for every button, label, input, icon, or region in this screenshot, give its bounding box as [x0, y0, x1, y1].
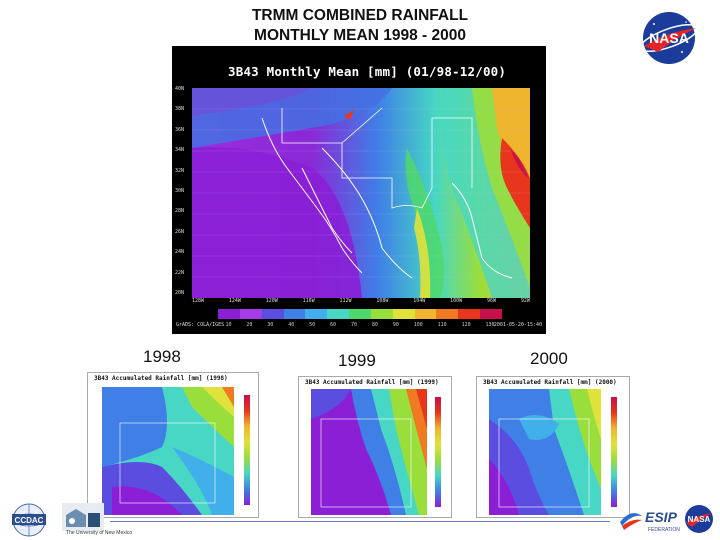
colorbar-tick: 90 [392, 322, 399, 328]
main-map-caption: 3B43 Monthly Mean [mm] (01/98-12/00) [228, 64, 507, 79]
colorbar-tick: 100 [413, 322, 423, 328]
year-label-1999: 1999 [338, 351, 376, 370]
small-colorbar [611, 397, 617, 507]
small-map-caption: 3B43 Accumulated Rainfall [mm] (1999) [305, 379, 439, 386]
lon-labels: 128W 124W 120W 116W 112W 108W 104W 100W … [192, 298, 530, 304]
lon-label: 108W [376, 298, 389, 304]
colorbar-tick: 20 [246, 322, 253, 328]
ccdac-logo: CCDAC [12, 503, 46, 537]
main-map-panel: 3B43 Monthly Mean [mm] (01/98-12/00) [172, 46, 546, 334]
colorbar-tick: 110 [437, 322, 447, 328]
lat-label: 28N [175, 208, 185, 215]
divider-line [110, 521, 610, 522]
lat-label: 30N [175, 187, 185, 194]
nasa-logo-text: NASA [649, 30, 689, 46]
colorbar-tick: 10 [225, 322, 232, 328]
colorbar-tick: 70 [350, 322, 357, 328]
title-line-2: MONTHLY MEAN 1998 - 2000 [254, 27, 466, 44]
lon-label: 116W [302, 298, 315, 304]
small-rainfall-map-1999 [311, 389, 427, 515]
nasa-small-logo-text: NASA [688, 515, 711, 524]
lat-label: 24N [175, 249, 185, 256]
colorbar-tick: 130 [485, 322, 495, 328]
lat-labels: 40N 38N 36N 34N 32N 30N 28N 26N 24N 22N … [175, 86, 184, 296]
lon-label: 104W [413, 298, 426, 304]
university-name: The University of New Mexico [66, 530, 133, 536]
lon-label: 96W [487, 298, 497, 304]
colorbar-tick: 80 [371, 322, 378, 328]
title-line-1: TRMM COMBINED RAINFALL [251, 7, 469, 24]
main-footer-right: 2001-05-20-15:40 [493, 322, 542, 328]
esip-logo-subtext: FEDERATION [648, 527, 680, 533]
small-rainfall-map-1998 [102, 387, 234, 515]
small-colorbar [244, 395, 250, 505]
lat-label: 20N [175, 289, 185, 296]
lon-label: 120W [265, 298, 278, 304]
main-footer-left: GrADS: COLA/IGES [176, 322, 225, 328]
small-map-1998: 3B43 Accumulated Rainfall [mm] (1998) [87, 372, 259, 518]
lat-label: 40N [175, 86, 185, 92]
colorbar-tick: 120 [461, 322, 471, 328]
small-map-caption: 3B43 Accumulated Rainfall [mm] (1998) [94, 375, 228, 382]
year-label-2000: 2000 [530, 349, 568, 368]
nasa-small-logo: NASA [685, 505, 713, 533]
small-map-2000: 3B43 Accumulated Rainfall [mm] (2000) [476, 376, 630, 518]
lat-label: 22N [175, 269, 185, 276]
lon-label: 124W [228, 298, 241, 304]
ccdac-logo-text: CCDAC [15, 516, 44, 525]
page-title: TRMM COMBINED RAINFALL MONTHLY MEAN 1998… [170, 6, 550, 46]
main-rainfall-map [192, 88, 530, 298]
esip-swoosh-icon [620, 513, 642, 530]
lat-label: 26N [175, 228, 185, 235]
colorbar-tick: 40 [288, 322, 295, 328]
lat-label: 38N [175, 106, 185, 113]
lon-label: 92W [520, 298, 530, 304]
university-logo [62, 503, 104, 531]
small-map-caption: 3B43 Accumulated Rainfall [mm] (2000) [483, 379, 617, 386]
small-rainfall-map-2000 [489, 389, 601, 515]
main-colorbar [218, 309, 502, 319]
lat-label: 32N [175, 167, 185, 174]
lat-label: 36N [175, 126, 185, 133]
nasa-logo: NASA [639, 12, 699, 64]
lon-label: 100W [450, 298, 463, 304]
lon-label: 112W [339, 298, 352, 304]
colorbar-tick: 30 [267, 322, 274, 328]
year-label-1998: 1998 [143, 347, 181, 366]
main-colorbar-ticks: 10 20 30 40 50 60 70 80 90 100 110 120 1… [218, 322, 502, 328]
lat-label: 34N [175, 147, 185, 154]
small-map-1999: 3B43 Accumulated Rainfall [mm] (1999) [298, 376, 452, 518]
esip-logo-text: ESIP [645, 509, 677, 525]
lon-label: 128W [192, 298, 205, 304]
colorbar-tick: 60 [330, 322, 337, 328]
small-colorbar [435, 397, 441, 507]
colorbar-tick: 50 [309, 322, 316, 328]
